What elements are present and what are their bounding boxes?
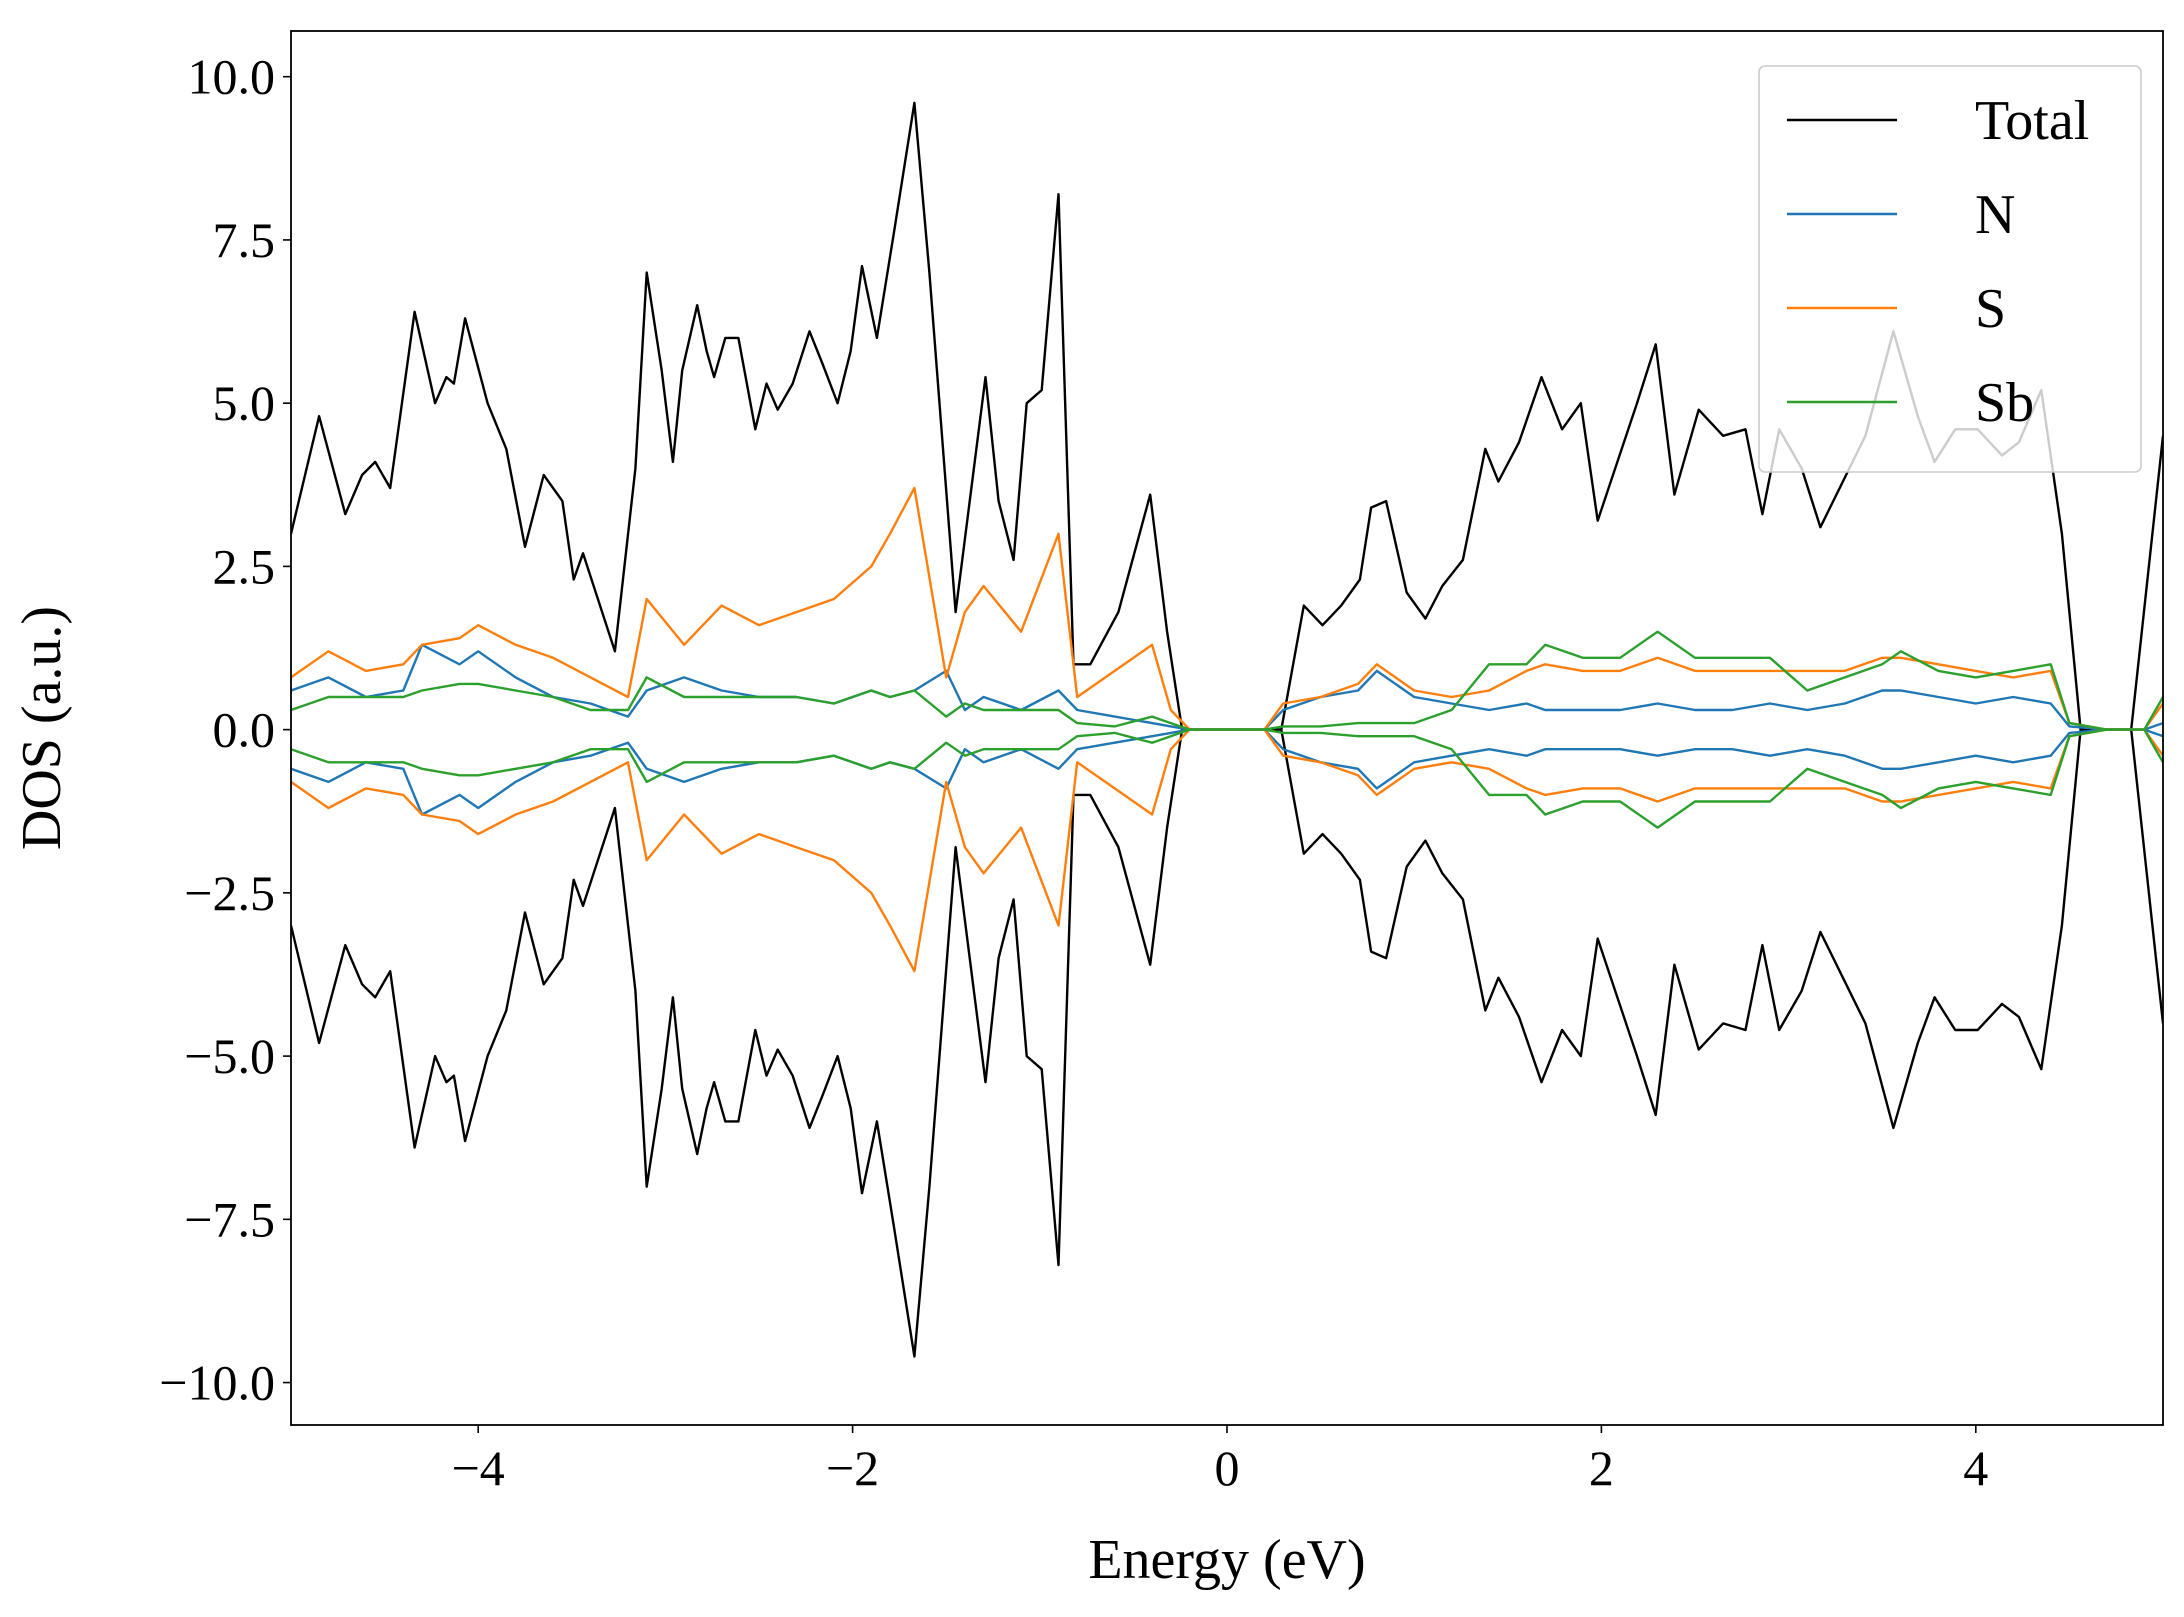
y-tick-label: −2.5 [184, 865, 275, 921]
series-line [291, 630, 2163, 731]
x-tick-label: −2 [826, 1440, 879, 1496]
legend-label: N [1975, 184, 2015, 246]
x-tick-label: 4 [1963, 1440, 1988, 1496]
series-line [291, 728, 2163, 973]
y-tick-label: 0.0 [213, 702, 276, 758]
y-tick-label: 7.5 [213, 212, 276, 268]
x-tick-label: −4 [452, 1440, 505, 1496]
series-line [291, 728, 2163, 1358]
y-axis-label: DOS (a.u.) [11, 606, 73, 850]
y-tick-label: 5.0 [213, 375, 276, 431]
plot-frame [290, 30, 2164, 1426]
series-line [291, 728, 2163, 829]
legend-label: Sb [1975, 372, 2034, 434]
y-tick-label: −10.0 [159, 1355, 275, 1411]
y-tick-label: 2.5 [213, 538, 276, 594]
legend-label: Total [1975, 90, 2089, 152]
y-tick-label: 10.0 [188, 49, 276, 105]
x-tick-label: 2 [1589, 1440, 1614, 1496]
legend-label: S [1975, 278, 2006, 340]
legend-box [1758, 65, 2142, 473]
series-line [291, 486, 2163, 731]
x-tick-label: 0 [1215, 1440, 1240, 1496]
x-axis-label: Energy (eV) [1088, 1529, 1365, 1591]
y-tick-label: −7.5 [184, 1191, 275, 1247]
y-tick-label: −5.0 [184, 1028, 275, 1084]
